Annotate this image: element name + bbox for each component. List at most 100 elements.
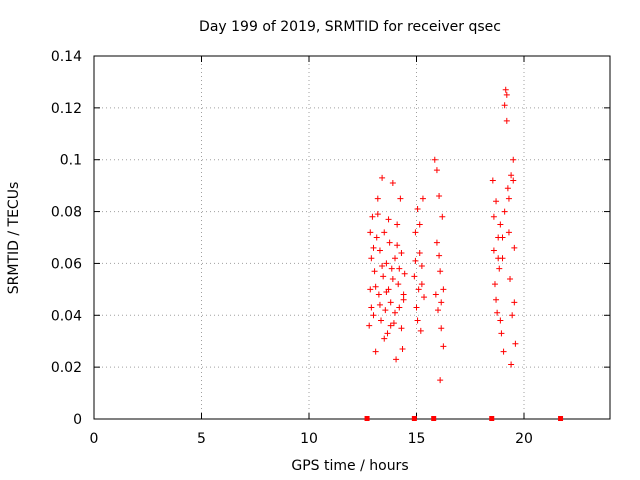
data-point xyxy=(490,213,497,220)
data-point xyxy=(387,322,394,329)
data-point xyxy=(432,291,439,298)
data-point xyxy=(389,180,396,187)
x-tick-label: 0 xyxy=(90,431,99,447)
data-point xyxy=(440,286,447,293)
data-point xyxy=(381,229,388,236)
data-point xyxy=(386,239,393,246)
data-point xyxy=(387,299,394,306)
baseline-marker xyxy=(411,416,417,421)
data-point xyxy=(382,307,389,314)
data-point xyxy=(490,247,497,254)
chart-title: Day 199 of 2019, SRMTID for receiver qse… xyxy=(199,19,501,35)
data-point xyxy=(397,195,404,202)
data-point xyxy=(395,281,402,288)
data-point xyxy=(438,325,445,332)
data-point xyxy=(414,205,421,212)
data-point xyxy=(508,361,515,368)
y-axis-label: SRMTID / TECUs xyxy=(6,182,22,295)
data-point xyxy=(390,320,397,327)
data-point xyxy=(396,265,403,272)
data-point xyxy=(372,283,379,290)
data-point xyxy=(416,221,423,228)
data-point xyxy=(370,244,377,251)
data-point xyxy=(416,250,423,257)
plot-frame xyxy=(93,55,611,420)
data-point xyxy=(374,211,381,218)
data-point xyxy=(380,273,387,280)
data-point xyxy=(412,229,419,236)
data-point xyxy=(504,185,511,192)
y-tick-label: 0.12 xyxy=(51,101,82,117)
data-point xyxy=(392,255,398,262)
data-point xyxy=(435,307,441,314)
data-point xyxy=(431,156,438,163)
data-point xyxy=(368,255,375,262)
x-tick-label: 15 xyxy=(408,431,426,447)
baseline-marker xyxy=(364,416,370,421)
y-tick-label: 0.02 xyxy=(51,360,82,376)
data-point xyxy=(418,281,425,288)
data-point xyxy=(507,275,514,282)
baseline-marker xyxy=(431,416,437,421)
data-point xyxy=(437,268,444,275)
data-point xyxy=(376,247,383,254)
data-point xyxy=(414,317,421,324)
data-point xyxy=(417,327,424,334)
data-point xyxy=(412,257,419,264)
data-point xyxy=(369,213,376,220)
data-point xyxy=(373,234,380,241)
data-point xyxy=(388,265,395,272)
data-point xyxy=(367,229,374,236)
data-point xyxy=(497,317,504,324)
data-point xyxy=(436,193,443,200)
data-point xyxy=(496,265,503,272)
data-point xyxy=(379,174,386,181)
x-tick-label: 10 xyxy=(300,431,318,447)
data-point xyxy=(511,299,518,306)
data-point xyxy=(385,216,392,223)
data-point xyxy=(375,291,382,298)
data-point xyxy=(368,304,375,311)
data-point xyxy=(419,195,426,202)
data-points xyxy=(366,86,519,384)
data-point xyxy=(503,91,510,98)
grid-lines xyxy=(94,56,610,419)
data-point xyxy=(371,268,378,275)
data-point xyxy=(394,242,401,249)
data-point xyxy=(508,172,515,179)
data-point xyxy=(415,286,422,293)
data-point xyxy=(383,260,390,267)
y-tick-label: 0.04 xyxy=(51,308,82,324)
data-point xyxy=(394,221,401,228)
data-point xyxy=(398,325,405,332)
y-tick-label: 0.1 xyxy=(60,153,82,169)
data-point xyxy=(381,335,388,342)
data-point xyxy=(503,117,510,124)
data-point xyxy=(438,299,445,306)
data-point xyxy=(421,294,428,301)
data-point xyxy=(509,312,516,319)
data-point xyxy=(413,304,420,311)
data-point xyxy=(400,291,407,298)
data-point xyxy=(379,263,386,270)
data-point xyxy=(439,213,446,220)
data-point xyxy=(393,356,400,363)
data-point xyxy=(383,288,390,295)
data-point xyxy=(374,195,381,202)
data-point xyxy=(510,156,517,163)
y-tick-label: 0.14 xyxy=(51,49,82,65)
x-axis-label: GPS time / hours xyxy=(291,458,408,474)
data-point xyxy=(399,345,406,352)
data-point xyxy=(396,304,403,311)
data-point xyxy=(436,252,443,259)
data-point xyxy=(389,275,396,282)
data-point xyxy=(366,322,373,329)
data-point xyxy=(511,244,518,251)
data-point xyxy=(510,177,517,184)
data-point xyxy=(489,177,496,184)
baseline-marker xyxy=(558,416,564,421)
data-point xyxy=(437,377,444,384)
data-point xyxy=(440,343,447,350)
data-point xyxy=(498,330,505,337)
